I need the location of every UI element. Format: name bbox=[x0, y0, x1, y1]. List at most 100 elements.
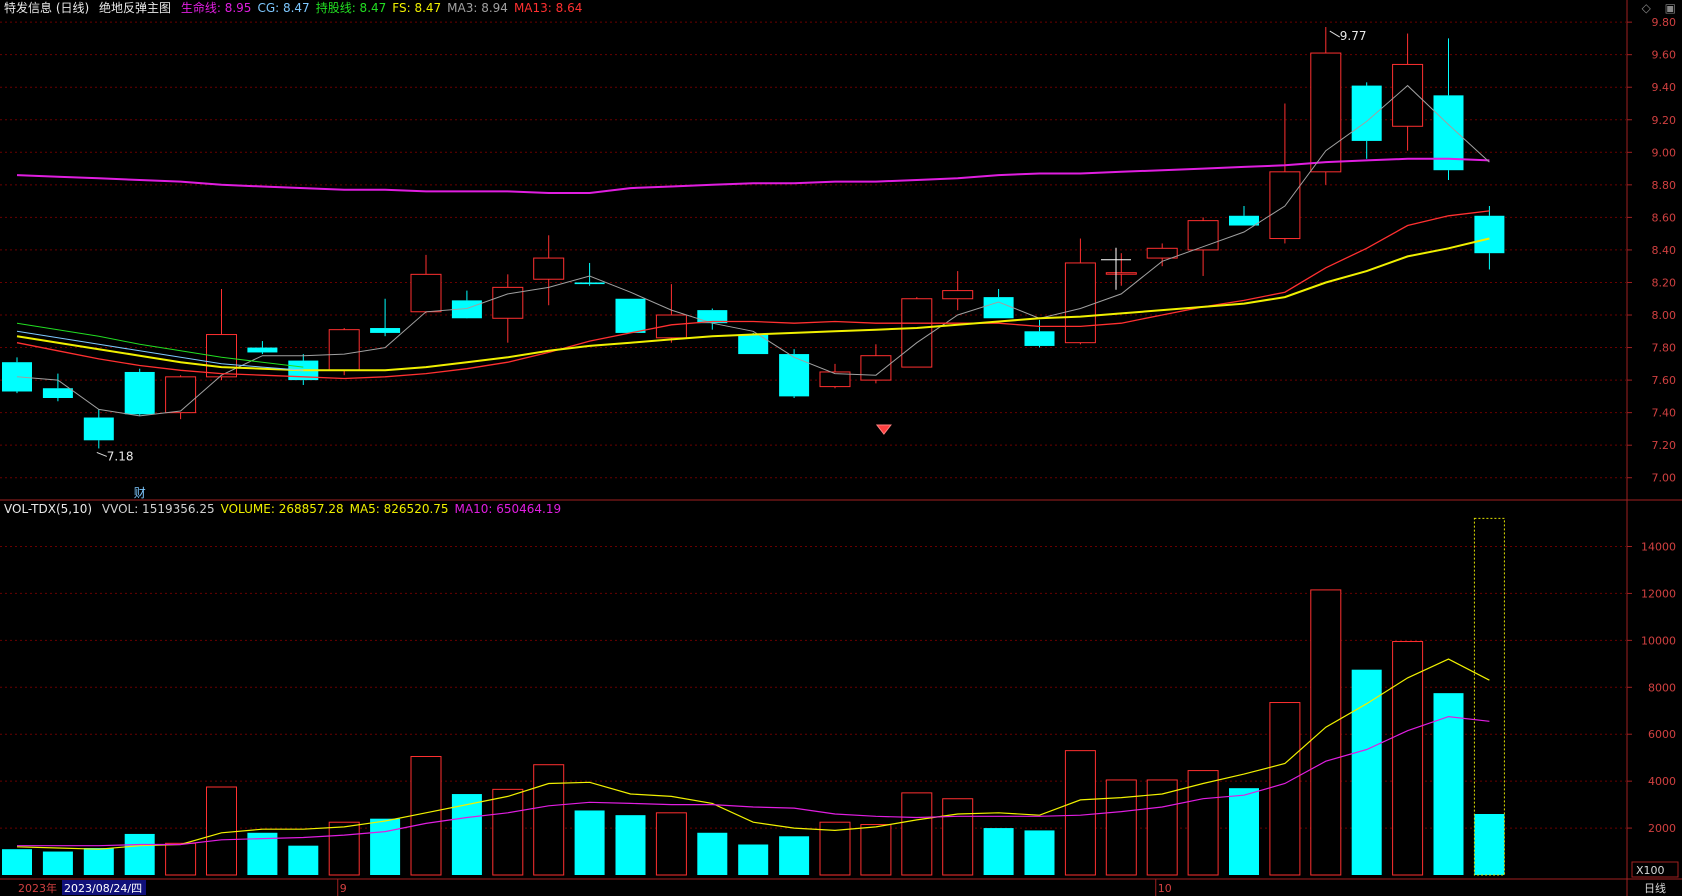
price-tick-label: 9.80 bbox=[1652, 16, 1677, 29]
candle-2 bbox=[83, 409, 114, 449]
header-indicator-value-3: FS: 8.47 bbox=[392, 1, 442, 15]
volume-bar bbox=[779, 836, 810, 875]
candle-23 bbox=[942, 271, 974, 311]
series-line-生命线 bbox=[16, 157, 1490, 194]
candle-26 bbox=[1064, 238, 1096, 345]
candle-body bbox=[42, 388, 73, 398]
candle-body bbox=[615, 298, 646, 333]
candle-24 bbox=[983, 288, 1014, 319]
volume-tick-label: 12000 bbox=[1641, 587, 1676, 600]
indicator-name[interactable]: 绝地反弹主图 bbox=[99, 1, 172, 15]
volume-bar bbox=[1064, 750, 1096, 876]
volume-bar bbox=[124, 833, 155, 875]
volume-bar bbox=[942, 798, 974, 876]
year-label: 2023年 bbox=[18, 881, 57, 895]
volume-bar bbox=[1187, 770, 1219, 876]
candle-36 bbox=[1474, 206, 1505, 270]
volume-bar bbox=[1229, 788, 1259, 875]
candle-20 bbox=[819, 363, 851, 389]
volume-bar bbox=[288, 845, 319, 875]
volume-bar bbox=[247, 832, 278, 875]
window-icon[interactable]: ▣ bbox=[1664, 1, 1676, 15]
volume-indicator-name[interactable]: VOL-TDX(5,10) bbox=[4, 502, 93, 516]
candle-0 bbox=[2, 357, 32, 394]
diamond-icon[interactable]: ◇ bbox=[1641, 1, 1651, 15]
series-line-FS bbox=[16, 237, 1490, 372]
header-indicator-value-0: 生命线: 8.95 bbox=[180, 1, 252, 15]
candle-body bbox=[1433, 95, 1464, 171]
candle-21 bbox=[860, 344, 892, 384]
price-tick-label: 9.00 bbox=[1652, 146, 1677, 159]
volume-bar bbox=[328, 821, 360, 876]
candle-body bbox=[942, 290, 974, 300]
candle-body bbox=[983, 297, 1014, 319]
candle-body bbox=[860, 355, 892, 381]
candle-1 bbox=[42, 373, 73, 402]
series-line-CG bbox=[16, 330, 304, 371]
unit-box bbox=[1631, 861, 1679, 878]
candle-body bbox=[1474, 215, 1505, 254]
volume-series-line-MA5 bbox=[16, 658, 1490, 850]
candle-body bbox=[1146, 247, 1178, 259]
candle-31 bbox=[1269, 103, 1301, 244]
candle-body bbox=[655, 314, 687, 339]
volume-bar bbox=[2, 849, 32, 875]
volume-indicator-value-1: VOLUME: 268857.28 bbox=[220, 502, 344, 516]
volume-bar bbox=[860, 824, 892, 876]
candle-34 bbox=[1392, 33, 1424, 151]
candle-13 bbox=[533, 235, 565, 306]
financial-report-marker: 财 bbox=[134, 486, 146, 500]
volume-indicator-value-2: MA5: 826520.75 bbox=[349, 502, 449, 516]
candle-body bbox=[451, 300, 482, 319]
volume-bar bbox=[615, 815, 646, 875]
volume-bar bbox=[42, 851, 73, 875]
volume-bar bbox=[1269, 702, 1301, 876]
volume-tick-label: 14000 bbox=[1641, 541, 1676, 554]
candle-body bbox=[779, 354, 810, 397]
volume-bar bbox=[370, 818, 401, 875]
volume-indicator-value-3: MA10: 650464.19 bbox=[454, 502, 562, 516]
volume-bar bbox=[1433, 693, 1464, 875]
price-tick-label: 7.80 bbox=[1652, 342, 1677, 355]
volume-bar bbox=[655, 812, 687, 876]
candle-16 bbox=[655, 284, 687, 343]
header-indicator-value-1: CG: 8.47 bbox=[257, 1, 310, 15]
volume-bar bbox=[1351, 669, 1382, 875]
candle-14 bbox=[574, 262, 605, 286]
virtual-volume-bar bbox=[1473, 517, 1505, 876]
month-label: 9 bbox=[340, 882, 347, 895]
high-marker-arrow bbox=[1329, 30, 1341, 38]
candle-body bbox=[819, 371, 851, 388]
candle-35 bbox=[1433, 38, 1464, 180]
price-tick-label: 8.00 bbox=[1652, 309, 1677, 322]
candle-body bbox=[165, 376, 197, 414]
volume-bar bbox=[165, 842, 197, 876]
gem-signal-icon bbox=[875, 424, 892, 435]
candle-27 bbox=[1105, 253, 1137, 286]
candle-body bbox=[738, 334, 769, 355]
candle-18 bbox=[738, 332, 769, 355]
stock-title[interactable]: 特发信息 (日线) bbox=[4, 1, 90, 15]
price-tick-label: 9.20 bbox=[1652, 114, 1677, 127]
volume-tick-label: 8000 bbox=[1648, 681, 1676, 694]
candle-9 bbox=[370, 298, 401, 337]
candle-30 bbox=[1229, 206, 1259, 226]
toolbar-icons: ◇ ▣ bbox=[1632, 1, 1676, 15]
price-tick-label: 7.40 bbox=[1652, 407, 1677, 420]
volume-bar bbox=[1474, 813, 1505, 875]
candle-28 bbox=[1146, 243, 1178, 267]
candle-8 bbox=[328, 328, 360, 376]
volume-header: VOL-TDX(5,10) VVOL: 1519356.25 VOLUME: 26… bbox=[4, 501, 573, 517]
candle-body bbox=[1351, 85, 1382, 141]
volume-bar bbox=[574, 810, 605, 875]
volume-series-line-MA10 bbox=[17, 715, 1490, 847]
candle-6 bbox=[247, 341, 278, 355]
candle-4 bbox=[165, 375, 197, 420]
volume-bar bbox=[83, 848, 114, 875]
candle-body bbox=[410, 273, 442, 313]
price-tick-label: 8.80 bbox=[1652, 179, 1677, 192]
candle-body bbox=[247, 347, 278, 353]
candle-3 bbox=[124, 368, 155, 416]
